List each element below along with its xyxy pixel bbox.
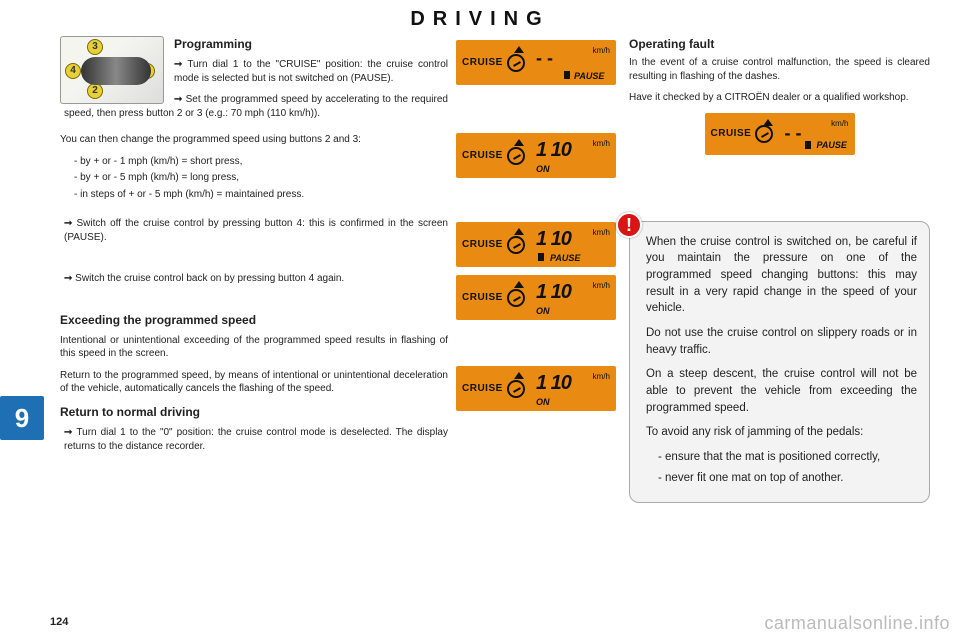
arrow-up-icon bbox=[514, 281, 524, 288]
page-title: DRIVING bbox=[0, 0, 960, 31]
chapter-tab: 9 bbox=[0, 396, 44, 440]
speedometer-icon bbox=[507, 147, 525, 165]
cruise-state: ON bbox=[536, 397, 550, 407]
cruise-speed: 1 10 bbox=[536, 228, 571, 251]
caution-box: ! When the cruise control is switched on… bbox=[629, 221, 930, 504]
cruise-label: CRUISE bbox=[462, 150, 503, 161]
stalk-marker-3: 3 bbox=[87, 39, 103, 55]
pause-icon bbox=[564, 71, 570, 79]
warn-para-3: On a steep descent, the cruise control w… bbox=[646, 366, 917, 416]
heading-fault: Operating fault bbox=[629, 36, 930, 52]
cruise-speed: 1 10 bbox=[536, 139, 571, 162]
cruise-display-on-2: CRUISE 1 10 km/h ON bbox=[456, 275, 616, 320]
cruise-display-fault: CRUISE - - km/h PAUSE bbox=[705, 113, 855, 155]
warn-list: ensure that the mat is positioned correc… bbox=[658, 449, 917, 486]
stalk-marker-1: 1 bbox=[139, 63, 155, 79]
cruise-label: CRUISE bbox=[462, 292, 503, 303]
col-right: Operating fault In the event of a cruise… bbox=[629, 36, 930, 606]
programming-block: 1 2 3 4 Programming Turn dial 1 to the "… bbox=[60, 36, 448, 125]
cruise-state: PAUSE bbox=[574, 71, 604, 81]
control-stalk-image: 1 2 3 4 bbox=[60, 36, 164, 104]
speedometer-icon bbox=[507, 289, 525, 307]
arrow-up-icon bbox=[514, 228, 524, 235]
stalk-marker-2: 2 bbox=[87, 83, 103, 99]
switch-on: Switch the cruise control back on by pre… bbox=[64, 272, 448, 286]
warning-icon: ! bbox=[616, 212, 642, 238]
arrow-up-icon bbox=[514, 372, 524, 379]
warn-para-4: To avoid any risk of jamming of the peda… bbox=[646, 424, 917, 441]
cruise-label: CRUISE bbox=[462, 383, 503, 394]
cruise-unit: km/h bbox=[831, 119, 848, 130]
arrow-up-icon bbox=[514, 46, 524, 53]
warn-item-b: never fit one mat on top of another. bbox=[658, 470, 917, 487]
cruise-display-pause-dashes: CRUISE - - km/h PAUSE bbox=[456, 40, 616, 85]
arrow-up-icon bbox=[763, 119, 773, 126]
arrow-up-icon bbox=[514, 139, 524, 146]
col-left: 1 2 3 4 Programming Turn dial 1 to the "… bbox=[60, 36, 448, 606]
switch-off: Switch off the cruise control by pressin… bbox=[64, 217, 448, 244]
cruise-unit: km/h bbox=[593, 281, 610, 290]
speedometer-icon bbox=[507, 380, 525, 398]
exceed-para-2: Return to the programmed speed, by means… bbox=[60, 369, 448, 396]
cruise-speed: 1 10 bbox=[536, 281, 571, 304]
change-item-1: by + or - 1 mph (km/h) = short press, bbox=[74, 155, 448, 169]
speedometer-icon bbox=[507, 236, 525, 254]
content: 1 2 3 4 Programming Turn dial 1 to the "… bbox=[60, 36, 930, 606]
heading-return: Return to normal driving bbox=[60, 404, 448, 420]
change-item-2: by + or - 5 mph (km/h) = long press, bbox=[74, 171, 448, 185]
cruise-dashes: - - bbox=[536, 48, 553, 69]
stalk-marker-4: 4 bbox=[65, 63, 81, 79]
pause-icon bbox=[805, 141, 811, 149]
warn-item-a: ensure that the mat is positioned correc… bbox=[658, 449, 917, 466]
warn-para-1: When the cruise control is switched on, … bbox=[646, 234, 917, 317]
return-step: Turn dial 1 to the "0" position: the cru… bbox=[64, 426, 448, 453]
cruise-unit: km/h bbox=[593, 46, 610, 55]
cruise-state: PAUSE bbox=[817, 139, 847, 151]
speedometer-icon bbox=[755, 125, 773, 143]
watermark: carmanualsonline.info bbox=[764, 613, 950, 634]
cruise-speed: 1 10 bbox=[536, 372, 571, 395]
change-intro: You can then change the programmed speed… bbox=[60, 133, 448, 147]
cruise-unit: km/h bbox=[593, 228, 610, 237]
cruise-display-pause-speed: CRUISE 1 10 km/h PAUSE bbox=[456, 222, 616, 267]
cruise-display-on-1: CRUISE 1 10 km/h ON bbox=[456, 133, 616, 178]
heading-exceed: Exceeding the programmed speed bbox=[60, 312, 448, 328]
change-item-3: in steps of + or - 5 mph (km/h) = mainta… bbox=[74, 188, 448, 202]
speedometer-icon bbox=[507, 54, 525, 72]
cruise-state: ON bbox=[536, 164, 550, 174]
col-mid: CRUISE - - km/h PAUSE CRUISE 1 10 km/h O… bbox=[456, 36, 621, 606]
warn-para-2: Do not use the cruise control on slipper… bbox=[646, 325, 917, 358]
cruise-unit: km/h bbox=[593, 139, 610, 148]
cruise-unit: km/h bbox=[593, 372, 610, 381]
cruise-label: CRUISE bbox=[462, 57, 503, 68]
change-list: by + or - 1 mph (km/h) = short press, by… bbox=[74, 155, 448, 202]
cruise-state: ON bbox=[536, 306, 550, 316]
fault-display-wrap: CRUISE - - km/h PAUSE bbox=[629, 113, 930, 155]
cruise-dashes: - - bbox=[785, 121, 802, 145]
exceed-para-1: Intentional or unintentional exceeding o… bbox=[60, 334, 448, 361]
fault-para-2: Have it checked by a CITROËN dealer or a… bbox=[629, 91, 930, 105]
page-number: 124 bbox=[50, 616, 68, 628]
fault-para-1: In the event of a cruise control malfunc… bbox=[629, 56, 930, 83]
cruise-state: PAUSE bbox=[550, 253, 580, 263]
page: DRIVING 9 124 carmanualsonline.info 1 2 … bbox=[0, 0, 960, 640]
cruise-label: CRUISE bbox=[462, 239, 503, 250]
fault-block: Operating fault In the event of a cruise… bbox=[629, 36, 930, 105]
cruise-label: CRUISE bbox=[711, 127, 752, 141]
cruise-display-on-flash: CRUISE 1 10 km/h ON bbox=[456, 366, 616, 411]
pause-icon bbox=[538, 253, 544, 261]
